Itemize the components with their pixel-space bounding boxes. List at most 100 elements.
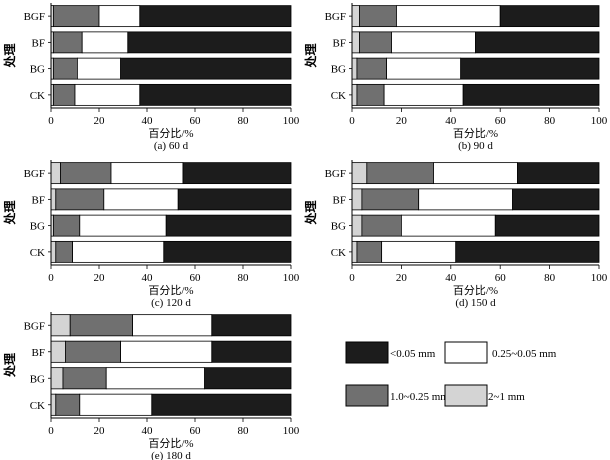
bar-segment-bg-s3: [120, 57, 292, 80]
category-label: BF: [333, 37, 346, 49]
bar-segment-ck-s1: [53, 83, 76, 106]
bar-segment-bg-s1: [62, 367, 107, 390]
bar-segment-bgf-s2: [110, 162, 184, 185]
bar-segment-bf-s3: [127, 31, 292, 54]
bar-segment-bg-s0: [351, 214, 363, 237]
bar-segment-bgf-s0: [50, 162, 62, 185]
legend-swatch: [444, 341, 488, 364]
bar-segment-bg-s2: [400, 214, 496, 237]
x-tick-label: 20: [396, 115, 408, 127]
x-tick-label: 0: [48, 272, 54, 284]
bar-segment-bgf-s0: [50, 314, 71, 337]
panel-caption: (e) 180 d: [151, 450, 191, 460]
bar-segment-ck-s1: [55, 393, 81, 416]
x-tick-label: 80: [544, 115, 556, 127]
bar-segment-bf-s1: [53, 31, 83, 54]
bar-segment-bgf-s2: [396, 5, 501, 28]
x-tick-label: 100: [283, 425, 300, 437]
bar-segment-bf-s0: [50, 188, 57, 211]
x-tick-label: 0: [349, 272, 355, 284]
bar-segment-ck-s2: [383, 83, 464, 106]
category-label: CK: [331, 247, 346, 259]
legend-label: 1.0~0.25 mm: [390, 391, 449, 403]
bar-segment-bg-s2: [105, 367, 205, 390]
bar-segment-ck-s3: [151, 393, 292, 416]
legend-label: 0.25~0.05 mm: [492, 348, 557, 360]
chart-panel-1: BGF BF BG CK 0 20 40 60 80 100 百分比/%(a) 60 d 处理: [2, 3, 300, 152]
bar-segment-ck-s1: [55, 240, 73, 263]
x-tick-label: 40: [445, 115, 457, 127]
y-axis-title: 处理: [2, 200, 17, 225]
bar-segment-bf-s1: [65, 340, 122, 363]
bar-segment-bg-s3: [494, 214, 600, 237]
x-tick-label: 20: [94, 115, 106, 127]
bar-segment-bf-s3: [512, 188, 600, 211]
chart-panel-5: BGF BF BG CK 0 20 40 60 80 100 百分比/%(e) 180 d 处理: [2, 312, 300, 460]
x-tick-label: 60: [495, 115, 507, 127]
x-axis-title: 百分比/%: [148, 127, 193, 140]
x-tick-label: 40: [142, 272, 154, 284]
legend-label: 2~1 mm: [488, 391, 525, 403]
category-label: BG: [30, 373, 45, 385]
bar-segment-ck-s3: [139, 83, 292, 106]
panel-caption: (a) 60 d: [154, 140, 189, 152]
y-axis-title: 处理: [303, 43, 318, 68]
category-label: BG: [331, 221, 346, 233]
bar-segment-bg-s0: [351, 57, 358, 80]
x-tick-label: 100: [591, 272, 608, 284]
bar-segment-bgf-s3: [139, 5, 292, 28]
x-tick-label: 40: [142, 425, 154, 437]
bar-segment-bg-s3: [460, 57, 600, 80]
category-label: BGF: [24, 11, 45, 23]
x-tick-label: 40: [445, 272, 457, 284]
x-tick-label: 60: [190, 272, 202, 284]
y-axis-title: 处理: [303, 200, 318, 225]
bar-segment-ck-s1: [356, 83, 385, 106]
bar-segment-bf-s3: [211, 340, 292, 363]
bar-segment-bf-s0: [50, 340, 66, 363]
bar-segment-ck-s0: [50, 240, 57, 263]
bar-segment-bg-s0: [50, 367, 64, 390]
bar-segment-bf-s0: [351, 31, 360, 54]
bar-segment-bgf-s3: [211, 314, 292, 337]
x-tick-label: 20: [396, 272, 408, 284]
bar-segment-bf-s3: [177, 188, 292, 211]
category-label: BGF: [325, 11, 346, 23]
bar-segment-bgf-s1: [366, 162, 434, 185]
category-label: BG: [30, 64, 45, 76]
bar-segment-bgf-s3: [499, 5, 600, 28]
bar-segment-bf-s2: [418, 188, 513, 211]
legend-label: <0.05 mm: [390, 348, 436, 360]
bar-segment-ck-s3: [455, 240, 600, 263]
x-tick-label: 40: [142, 115, 154, 127]
bar-segment-bg-s3: [165, 214, 292, 237]
bar-segment-bf-s3: [475, 31, 600, 54]
bar-segment-ck-s0: [351, 240, 358, 263]
x-tick-label: 100: [591, 115, 608, 127]
x-tick-label: 100: [283, 115, 300, 127]
x-axis-title: 百分比/%: [148, 284, 193, 297]
category-label: CK: [30, 247, 45, 259]
bar-segment-bgf-s1: [69, 314, 133, 337]
legend: <0.05 mm 0.25~0.05 mm 1.0~0.25 mm 2~1 mm: [345, 341, 557, 407]
x-tick-label: 0: [349, 115, 355, 127]
x-tick-label: 80: [238, 272, 250, 284]
bar-segment-bg-s1: [356, 57, 387, 80]
x-tick-label: 20: [94, 272, 106, 284]
bar-segment-bgf-s0: [351, 5, 360, 28]
x-tick-label: 60: [190, 115, 202, 127]
chart-panel-3: BGF BF BG CK 0 20 40 60 80 100 百分比/%(c) 120 d 处理: [2, 160, 300, 309]
x-axis-title: 百分比/%: [453, 127, 498, 140]
chart-panel-2: BGF BF BG CK 0 20 40 60 80 100 百分比/%(b) 90 d 处理: [303, 3, 608, 152]
category-label: BG: [30, 221, 45, 233]
bar-segment-bgf-s1: [53, 5, 100, 28]
panel-caption: (c) 120 d: [151, 297, 191, 309]
x-tick-label: 80: [238, 115, 250, 127]
bar-segment-bf-s1: [55, 188, 105, 211]
bar-segment-bgf-s2: [98, 5, 141, 28]
category-label: BF: [333, 194, 346, 206]
category-label: BGF: [325, 168, 346, 180]
bar-segment-bgf-s2: [132, 314, 213, 337]
y-axis-title: 处理: [2, 43, 17, 68]
